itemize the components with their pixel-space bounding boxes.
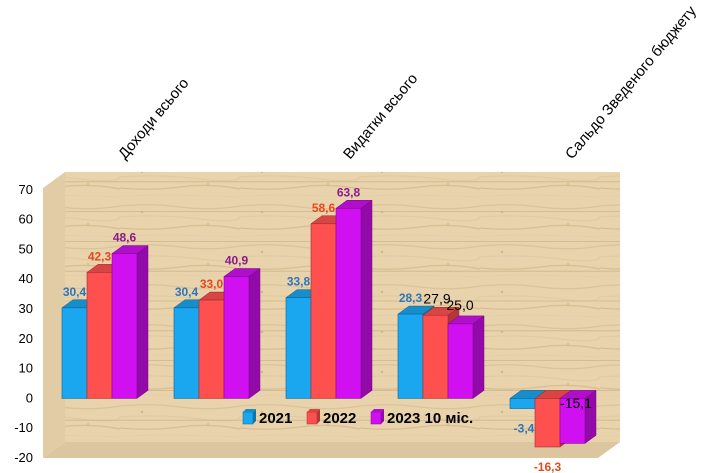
data-label: 30,4 [175, 285, 199, 299]
legend-label: 2021 [259, 410, 292, 427]
legend-label: 2023 10 міс. [387, 410, 473, 427]
category-label: Доходи всього [115, 75, 192, 163]
y-tick-label: 50 [19, 241, 33, 256]
data-label: 28,3 [399, 291, 423, 305]
y-tick-label: 30 [19, 301, 33, 316]
data-label: 27,9 [423, 290, 450, 306]
legend-item: 2021 [242, 409, 292, 427]
floor-wall [43, 442, 620, 458]
bar [111, 245, 149, 399]
legend-item: 2023 10 міс. [370, 409, 473, 427]
data-label: 48,6 [113, 231, 137, 245]
legend-item: 2022 [306, 409, 356, 427]
data-label: 42,3 [88, 249, 112, 263]
data-label: -15,1 [560, 395, 592, 411]
y-tick-label: 70 [19, 182, 33, 197]
category-label: Видатки всього [340, 70, 421, 162]
data-label: 33,0 [200, 277, 224, 291]
data-label: 58,6 [312, 201, 336, 215]
data-label: 40,9 [225, 254, 249, 268]
bar [335, 199, 373, 399]
y-tick-label: 10 [19, 361, 33, 376]
bar [223, 268, 261, 399]
y-tick-label: 40 [19, 271, 33, 286]
data-label: 30,4 [63, 285, 87, 299]
y-tick-label: 0 [26, 390, 33, 405]
bar [559, 389, 597, 444]
data-label: -3,4 [514, 421, 535, 435]
data-label: 25,0 [446, 297, 473, 313]
data-label: 63,8 [337, 185, 361, 199]
y-tick-label: -20 [14, 450, 33, 465]
legend-label: 2022 [323, 410, 356, 427]
bar [447, 315, 485, 399]
data-label: 33,8 [287, 275, 311, 289]
side-wall [43, 172, 65, 458]
y-tick-label: 60 [19, 212, 33, 227]
category-label: Сальдо Зведеного бюджету [562, 3, 700, 163]
data-label: -16,3 [534, 460, 562, 473]
y-tick-label: -10 [14, 420, 33, 435]
y-tick-label: 20 [19, 331, 33, 346]
